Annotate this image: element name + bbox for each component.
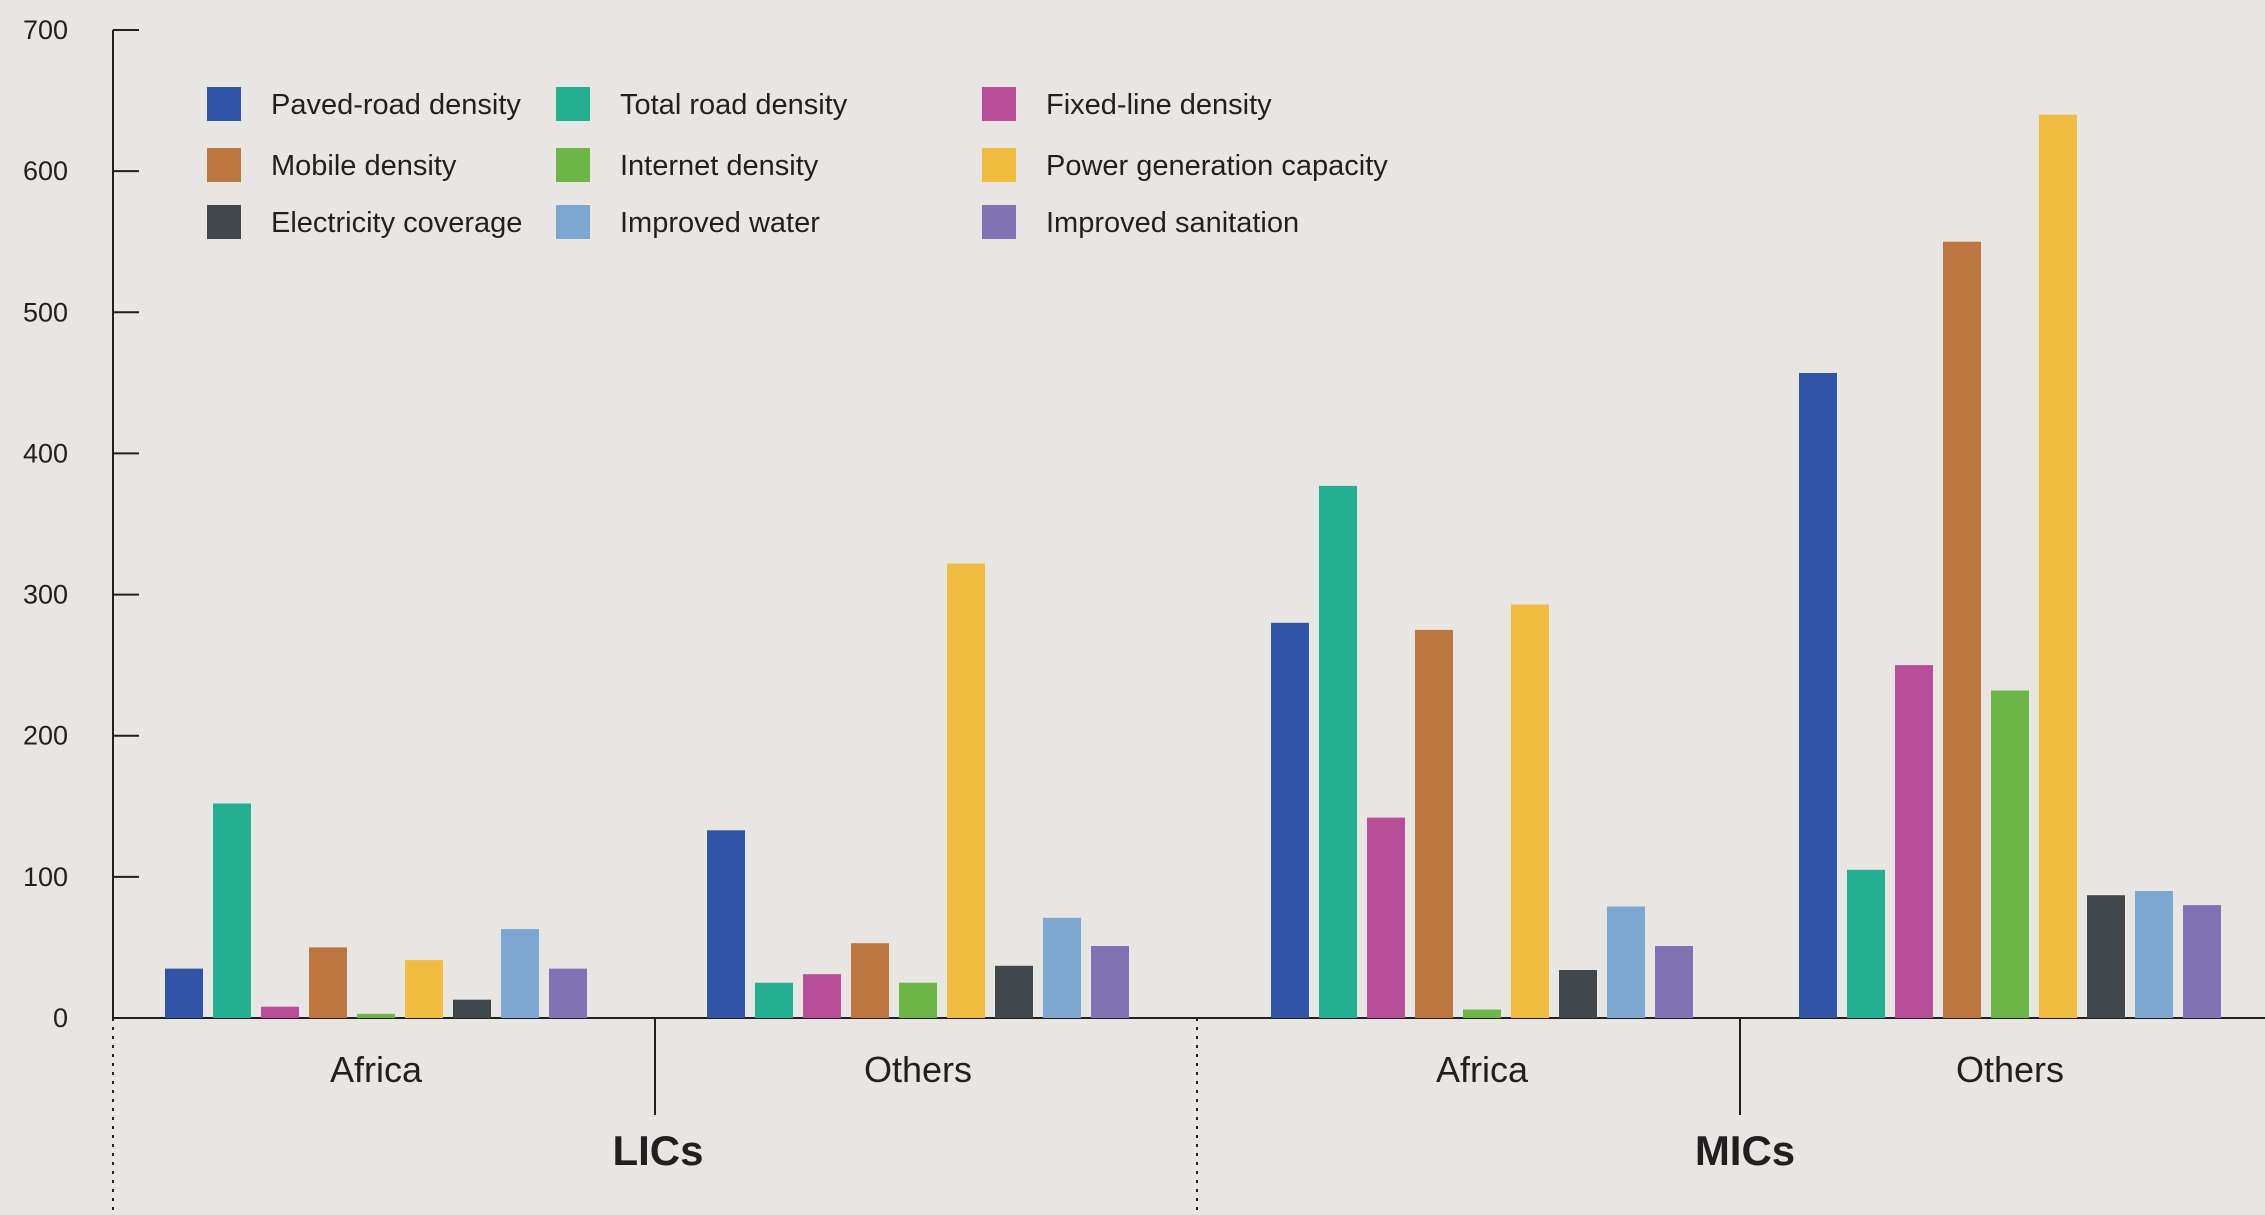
legend-label-fixed-line-density: Fixed-line density <box>1046 89 1272 121</box>
bar-lics-africa-paved-road-density <box>165 968 203 1018</box>
bar-lics-others-improved-water <box>1043 917 1081 1018</box>
bar-mics-africa-electricity-coverage <box>1559 970 1597 1018</box>
bar-lics-others-improved-sanitation <box>1091 946 1129 1018</box>
bar-lics-others-fixed-line-density <box>803 974 841 1018</box>
legend-label-power-generation-capacity: Power generation capacity <box>1046 150 1388 182</box>
legend-swatch-improved-sanitation <box>982 205 1016 239</box>
bar-lics-africa-power-generation-capacity <box>405 960 443 1018</box>
bar-lics-africa-fixed-line-density <box>261 1006 299 1018</box>
legend-swatch-mobile-density <box>207 148 241 182</box>
group-label: LICs <box>612 1127 703 1174</box>
bar-mics-africa-internet-density <box>1463 1009 1501 1018</box>
legend-label-paved-road-density: Paved-road density <box>271 89 521 121</box>
legend-swatch-electricity-coverage <box>207 205 241 239</box>
y-tick-label: 100 <box>23 862 68 892</box>
y-tick-label: 700 <box>23 15 68 45</box>
bar-lics-africa-internet-density <box>357 1013 395 1018</box>
bar-mics-others-improved-water <box>2135 891 2173 1018</box>
bar-lics-africa-mobile-density <box>309 947 347 1018</box>
bar-mics-others-power-generation-capacity <box>2039 114 2077 1018</box>
legend-label-mobile-density: Mobile density <box>271 150 457 182</box>
legend-swatch-fixed-line-density <box>982 87 1016 121</box>
legend-label-electricity-coverage: Electricity coverage <box>271 207 522 239</box>
y-tick-label: 600 <box>23 156 68 186</box>
bar-mics-others-mobile-density <box>1943 241 1981 1018</box>
bar-lics-others-internet-density <box>899 982 937 1018</box>
legend-swatch-internet-density <box>556 148 590 182</box>
legend-swatch-power-generation-capacity <box>982 148 1016 182</box>
bar-lics-africa-improved-sanitation <box>549 968 587 1018</box>
legend-swatch-total-road-density <box>556 87 590 121</box>
bar-mics-others-improved-sanitation <box>2183 905 2221 1018</box>
group-label: MICs <box>1695 1127 1795 1174</box>
category-label: Others <box>864 1049 972 1090</box>
y-tick-label: 500 <box>23 297 68 327</box>
bar-lics-africa-improved-water <box>501 929 539 1018</box>
bar-mics-africa-paved-road-density <box>1271 622 1309 1018</box>
y-tick-label: 300 <box>23 580 68 610</box>
legend-swatch-improved-water <box>556 205 590 239</box>
bar-lics-africa-total-road-density <box>213 803 251 1018</box>
y-tick-label: 400 <box>23 438 68 468</box>
bar-mics-others-electricity-coverage <box>2087 895 2125 1018</box>
legend-label-improved-sanitation: Improved sanitation <box>1046 207 1299 239</box>
bar-lics-others-total-road-density <box>755 982 793 1018</box>
legend-label-improved-water: Improved water <box>620 207 820 239</box>
bar-mics-others-internet-density <box>1991 690 2029 1018</box>
axes: 0 100 200 300 400 500 600 700 <box>23 15 2265 1210</box>
legend-swatch-paved-road-density <box>207 87 241 121</box>
bar-mics-africa-power-generation-capacity <box>1511 604 1549 1018</box>
y-tick-label: 0 <box>53 1003 68 1033</box>
bar-lics-others-power-generation-capacity <box>947 563 985 1018</box>
bar-mics-africa-fixed-line-density <box>1367 817 1405 1018</box>
bar-mics-others-fixed-line-density <box>1895 665 1933 1018</box>
bar-mics-africa-total-road-density <box>1319 485 1357 1018</box>
bar-mics-africa-improved-water <box>1607 906 1645 1018</box>
bar-lics-others-paved-road-density <box>707 830 745 1018</box>
bar-mics-others-total-road-density <box>1847 869 1885 1018</box>
category-labels: Africa Others Africa Others LICs MICs <box>330 1049 2064 1174</box>
legend-label-total-road-density: Total road density <box>620 89 848 121</box>
category-label: Africa <box>1436 1049 1529 1090</box>
legend: Paved-road density Total road density Fixe… <box>207 87 1388 239</box>
legend-label-internet-density: Internet density <box>620 150 819 182</box>
bar-lics-africa-electricity-coverage <box>453 999 491 1018</box>
category-label: Africa <box>330 1049 423 1090</box>
bar-lics-others-mobile-density <box>851 943 889 1018</box>
category-label: Others <box>1956 1049 2064 1090</box>
bar-mics-africa-improved-sanitation <box>1655 946 1693 1018</box>
bars <box>165 114 2221 1018</box>
bar-mics-others-paved-road-density <box>1799 373 1837 1018</box>
bar-mics-africa-mobile-density <box>1415 629 1453 1018</box>
bar-lics-others-electricity-coverage <box>995 965 1033 1018</box>
y-tick-label: 200 <box>23 721 68 751</box>
